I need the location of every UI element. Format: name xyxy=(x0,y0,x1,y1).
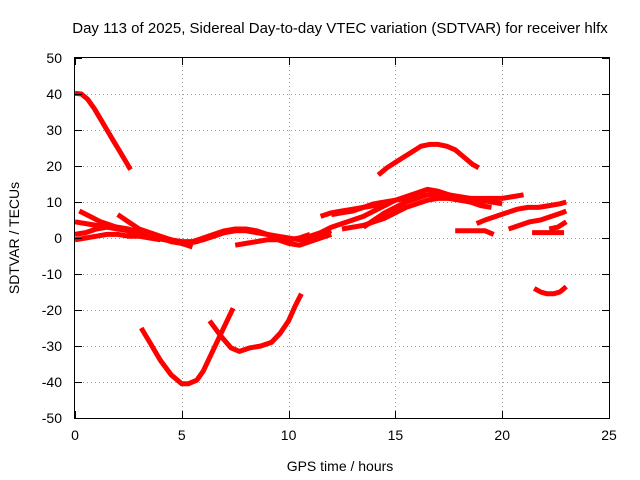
grid-lines xyxy=(75,58,609,418)
x-tick-label: 5 xyxy=(178,427,186,443)
series-line-sat-t xyxy=(548,219,568,232)
y-tick-label: 50 xyxy=(46,50,62,66)
y-tick-label: -40 xyxy=(42,374,62,390)
plot-frame xyxy=(74,57,610,419)
y-tick-label: -50 xyxy=(42,410,62,426)
x-axis-label: GPS time / hours xyxy=(287,458,394,474)
x-tick-label: 20 xyxy=(494,427,510,443)
x-tick-label: 10 xyxy=(281,427,297,443)
series-line-sat-a xyxy=(74,90,133,171)
series-line-sat-i xyxy=(74,231,161,243)
y-tick-label: -10 xyxy=(42,266,62,282)
chart-title: Day 113 of 2025, Sidereal Day-to-day VTE… xyxy=(72,20,608,37)
y-tick-label: 40 xyxy=(46,86,62,102)
series-line-sat-f xyxy=(74,219,333,245)
series-line-sat-h xyxy=(234,232,333,248)
y-tick-label: -30 xyxy=(42,338,62,354)
series-line-sat-o xyxy=(319,201,386,219)
series-line-sat-n xyxy=(376,141,480,177)
series-line-sat-u xyxy=(532,284,568,297)
y-tick-label: 10 xyxy=(46,194,62,210)
data-series xyxy=(74,90,568,387)
y-axis-label: SDTVAR / TECUs xyxy=(6,182,22,294)
series-line-sat-b xyxy=(139,307,236,387)
x-tick-label: 0 xyxy=(71,427,79,443)
y-tick-label: 20 xyxy=(46,158,62,174)
x-tick-label: 25 xyxy=(601,427,617,443)
y-tick-label: 0 xyxy=(54,230,62,246)
series-line-sat-c xyxy=(207,292,304,354)
series-line-sat-q xyxy=(475,199,567,226)
y-tick-label: 30 xyxy=(46,122,62,138)
series-line-sat-r xyxy=(507,208,568,232)
series-line-sat-g xyxy=(116,212,194,250)
y-tick-label: -20 xyxy=(42,302,62,318)
series-line-sat-m xyxy=(361,190,503,230)
series-line-sat-p xyxy=(455,228,495,237)
axis-ticks: 0 5 10 15 20 25 -50 -40 -30 -20 -10 0 10 20 30 40 50 xyxy=(42,50,617,443)
x-tick-label: 15 xyxy=(388,427,404,443)
